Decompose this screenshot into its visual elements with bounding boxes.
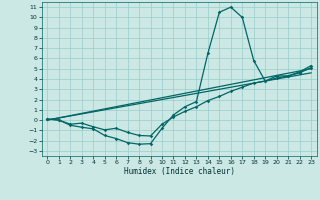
X-axis label: Humidex (Indice chaleur): Humidex (Indice chaleur) xyxy=(124,167,235,176)
